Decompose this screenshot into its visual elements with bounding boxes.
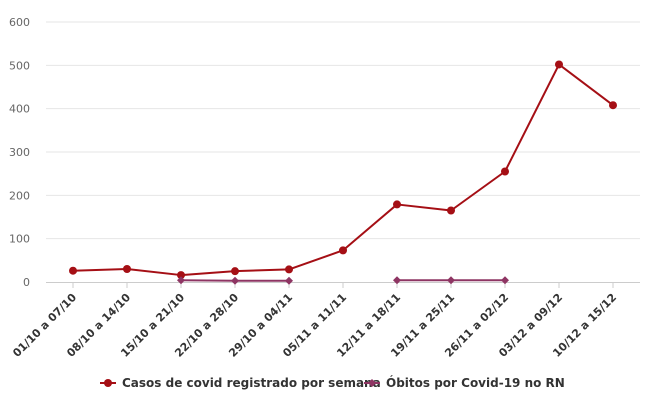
legend-marker [368, 379, 376, 387]
data-point[interactable] [447, 206, 455, 215]
y-axis: 0 100 200 300 400 500 600 [9, 16, 30, 289]
data-point[interactable] [609, 101, 617, 110]
y-tick-label: 400 [9, 103, 30, 116]
y-tick-label: 100 [9, 233, 30, 246]
series-line [72, 63, 614, 277]
data-point[interactable] [231, 267, 239, 276]
y-tick-label: 300 [9, 146, 30, 159]
data-point[interactable] [555, 60, 563, 69]
data-point[interactable] [447, 276, 455, 285]
data-point[interactable] [339, 246, 347, 255]
y-tick-label: 500 [9, 59, 30, 72]
series-2 [177, 276, 509, 285]
data-point[interactable] [177, 271, 185, 280]
data-point[interactable] [393, 200, 401, 209]
grid-lines [46, 21, 640, 240]
data-point[interactable] [285, 265, 293, 274]
data-point[interactable] [501, 167, 509, 176]
legend-label: Óbitos por Covid-19 no RN [386, 375, 565, 390]
legend: Casos de covid registrado por semana Óbit… [100, 375, 565, 390]
y-tick-label: 600 [9, 16, 30, 29]
data-point[interactable] [501, 276, 509, 285]
y-tick-label: 200 [9, 189, 30, 202]
legend-label: Casos de covid registrado por semana [122, 376, 381, 390]
series-1 [69, 60, 617, 280]
legend-item[interactable]: Óbitos por Covid-19 no RN [364, 375, 565, 390]
data-point[interactable] [393, 276, 401, 285]
legend-marker [104, 379, 112, 387]
y-tick-label: 0 [23, 276, 30, 289]
data-point[interactable] [231, 276, 239, 285]
legend-item[interactable]: Casos de covid registrado por semana [100, 376, 381, 390]
data-point[interactable] [285, 276, 293, 285]
series-layer [69, 60, 617, 285]
data-point[interactable] [69, 266, 77, 275]
data-point[interactable] [177, 276, 185, 285]
data-point[interactable] [123, 265, 131, 273]
